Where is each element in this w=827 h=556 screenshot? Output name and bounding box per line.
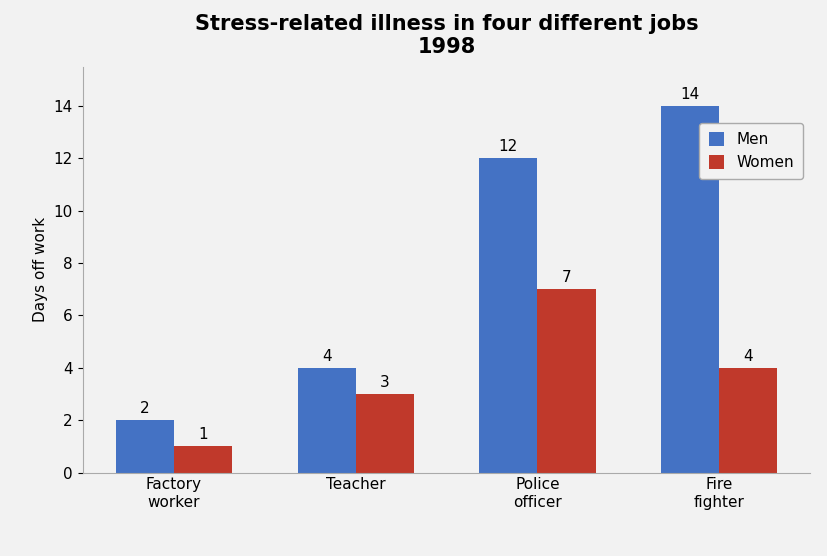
Bar: [116, 420, 174, 473]
Bar: [538, 289, 595, 473]
Text: 12: 12: [499, 140, 518, 155]
Text: 1: 1: [198, 428, 208, 443]
Text: 4: 4: [743, 349, 753, 364]
Bar: [480, 158, 538, 473]
Title: Stress-related illness in four different jobs
1998: Stress-related illness in four different…: [195, 14, 698, 57]
Legend: Men, Women: Men, Women: [700, 123, 803, 179]
Bar: [661, 106, 719, 473]
Bar: [298, 368, 356, 473]
Y-axis label: Days off work: Days off work: [33, 217, 48, 322]
Bar: [356, 394, 414, 473]
Text: 14: 14: [681, 87, 700, 102]
Bar: [174, 446, 232, 473]
Text: 2: 2: [140, 401, 150, 416]
Text: 3: 3: [380, 375, 390, 390]
Text: 4: 4: [322, 349, 332, 364]
Text: 7: 7: [562, 270, 571, 285]
Bar: [719, 368, 777, 473]
